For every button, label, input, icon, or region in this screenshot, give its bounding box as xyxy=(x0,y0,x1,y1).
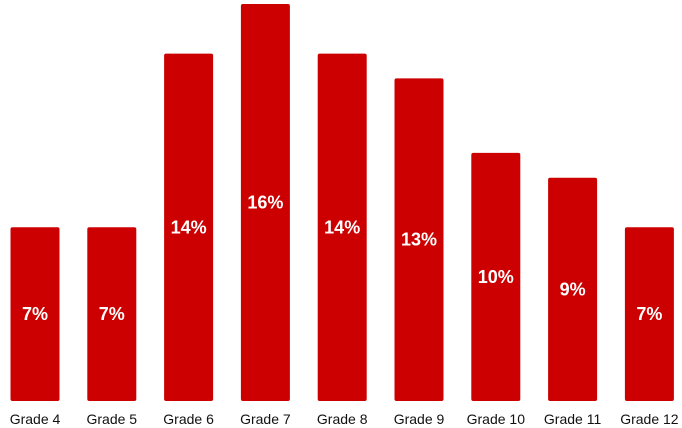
x-tick-label: Grade 7 xyxy=(240,411,291,427)
x-tick-label: Grade 10 xyxy=(467,411,526,427)
x-tick-label: Grade 5 xyxy=(87,411,138,427)
bar-grade-9 xyxy=(394,78,444,402)
data-label: 7% xyxy=(636,304,662,324)
data-label: 7% xyxy=(22,304,48,324)
x-axis-tick-labels: Grade 4 Grade 5 Grade 6 Grade 7 Grade 8 Grade… xyxy=(10,411,679,427)
bar-grade-4 xyxy=(10,227,60,401)
data-label: 10% xyxy=(478,267,514,287)
bars-layer xyxy=(10,4,674,402)
data-label: 16% xyxy=(247,193,283,213)
data-label: 14% xyxy=(324,217,360,237)
bar-grade-12 xyxy=(624,227,674,401)
x-tick-label: Grade 8 xyxy=(317,411,368,427)
data-label: 9% xyxy=(560,279,586,299)
x-tick-label: Grade 4 xyxy=(10,411,61,427)
data-label: 14% xyxy=(171,217,207,237)
bar-grade-5 xyxy=(87,227,137,401)
bar-grade-6 xyxy=(164,53,214,401)
x-tick-label: Grade 12 xyxy=(620,411,679,427)
x-tick-label: Grade 9 xyxy=(394,411,445,427)
x-tick-label: Grade 11 xyxy=(544,411,602,427)
data-labels-layer: 7% 7% 14% 16% 14% 13% 10% 9% 7% xyxy=(22,193,662,325)
bar-grade-7 xyxy=(240,4,290,401)
bar-grade-11 xyxy=(548,177,598,401)
data-label: 13% xyxy=(401,230,437,250)
bar-grade-8 xyxy=(317,53,367,401)
x-tick-label: Grade 6 xyxy=(163,411,214,427)
bar-grade-10 xyxy=(471,152,521,401)
data-label: 7% xyxy=(99,304,125,324)
